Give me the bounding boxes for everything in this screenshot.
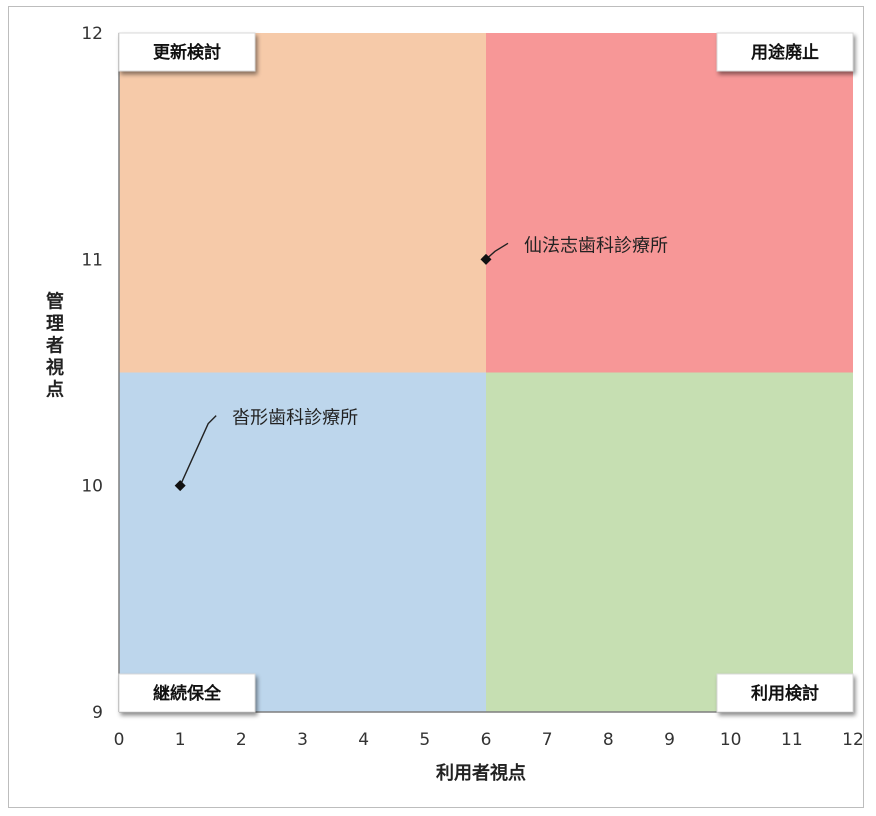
- x-tick-label: 0: [114, 730, 125, 750]
- x-tick-label: 4: [358, 730, 369, 750]
- x-tick-label: 9: [664, 730, 675, 750]
- y-axis-title-char: 管: [46, 291, 64, 313]
- data-point-label: 沓形歯科診療所: [232, 408, 358, 429]
- quadrant-label-box: [118, 32, 256, 72]
- quadrant-label: 更新検討: [118, 32, 256, 72]
- y-tick-label: 10: [81, 477, 103, 497]
- quadrant-label-text: 更新検討: [153, 42, 221, 63]
- quadrant-bottom-right: [486, 372, 853, 712]
- quadrant-label-text: 利用検討: [751, 683, 819, 704]
- y-tick-label: 9: [92, 703, 103, 723]
- y-axis-title-char: 視: [45, 357, 64, 379]
- data-point-marker: [480, 253, 492, 265]
- quadrant-label-text: 用途廃止: [751, 42, 819, 63]
- x-tick-label: 1: [175, 730, 186, 750]
- quadrant-bottom-left: [119, 372, 486, 712]
- x-tick-label: 7: [542, 730, 553, 750]
- quadrant-label-box: [716, 32, 854, 72]
- quadrant-label-box: [716, 673, 854, 713]
- y-axis-title-char: 理: [46, 314, 64, 335]
- quadrant-top-right: [486, 33, 853, 373]
- x-tick-label: 12: [842, 730, 864, 750]
- x-tick-label: 11: [781, 730, 803, 750]
- x-tick-label: 10: [720, 730, 742, 750]
- quadrant-top-left: [119, 33, 486, 373]
- x-tick-label: 2: [236, 730, 247, 750]
- y-tick-label: 12: [81, 24, 103, 44]
- quadrant-label: 利用検討: [716, 673, 854, 713]
- y-axis-title-char: 者: [45, 336, 64, 357]
- quadrant-label: 用途廃止: [716, 32, 854, 72]
- data-point-label: 仙法志歯科診療所: [524, 235, 668, 256]
- point-leader-line: [179, 415, 217, 486]
- quadrant-label-box: [118, 673, 256, 713]
- point-leader-line: [485, 242, 509, 260]
- x-tick-label: 3: [297, 730, 308, 750]
- quadrant-layer: [119, 33, 853, 712]
- x-tick-label: 8: [603, 730, 614, 750]
- x-axis-title: 利用者視点: [436, 762, 526, 784]
- y-tick-label: 11: [81, 250, 103, 270]
- y-axis-title-char: 点: [46, 379, 64, 401]
- x-tick-label: 5: [419, 730, 430, 750]
- x-tick-label: 6: [481, 730, 492, 750]
- quadrant-label-text: 継続保全: [153, 683, 222, 704]
- data-point-marker: [174, 480, 186, 492]
- quadrant-label: 継続保全: [118, 673, 256, 713]
